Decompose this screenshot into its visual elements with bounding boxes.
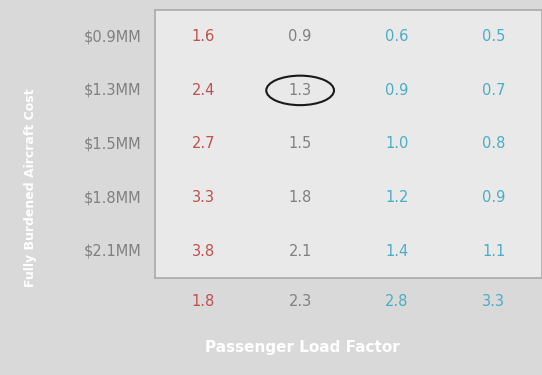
Text: 0.9: 0.9 — [288, 29, 312, 44]
Text: 0.9: 0.9 — [385, 83, 409, 98]
Text: 3.3: 3.3 — [482, 294, 505, 309]
Text: 0.9: 0.9 — [482, 190, 505, 205]
Text: 0.5: 0.5 — [482, 29, 505, 44]
Text: $1.3MM: $1.3MM — [83, 83, 141, 98]
Text: $2.1MM: $2.1MM — [83, 244, 141, 259]
Text: 3.8: 3.8 — [192, 244, 215, 259]
Text: 2.8: 2.8 — [385, 294, 409, 309]
Text: 1.5: 1.5 — [288, 136, 312, 152]
Text: 0.8: 0.8 — [482, 136, 505, 152]
Text: 3.3: 3.3 — [192, 190, 215, 205]
Text: 2.1: 2.1 — [288, 244, 312, 259]
Text: Passenger Load Factor: Passenger Load Factor — [205, 340, 399, 355]
Text: $1.8MM: $1.8MM — [83, 190, 141, 205]
Text: 1.0: 1.0 — [385, 136, 409, 152]
Text: $0.9MM: $0.9MM — [83, 29, 141, 44]
Text: 1.4: 1.4 — [385, 244, 409, 259]
Text: 0.6: 0.6 — [385, 29, 409, 44]
Text: 2.4: 2.4 — [192, 83, 215, 98]
Text: 1.8: 1.8 — [288, 190, 312, 205]
Text: 2.3: 2.3 — [288, 294, 312, 309]
Text: 1.8: 1.8 — [192, 294, 215, 309]
Text: 0.7: 0.7 — [482, 83, 505, 98]
Text: $1.5MM: $1.5MM — [83, 136, 141, 152]
Text: 2.7: 2.7 — [192, 136, 215, 152]
Text: 1.6: 1.6 — [192, 29, 215, 44]
Text: Fully Burdened Aircraft Cost: Fully Burdened Aircraft Cost — [24, 88, 37, 287]
Text: 1.1: 1.1 — [482, 244, 505, 259]
Text: 1.3: 1.3 — [288, 83, 312, 98]
Text: 1.2: 1.2 — [385, 190, 409, 205]
